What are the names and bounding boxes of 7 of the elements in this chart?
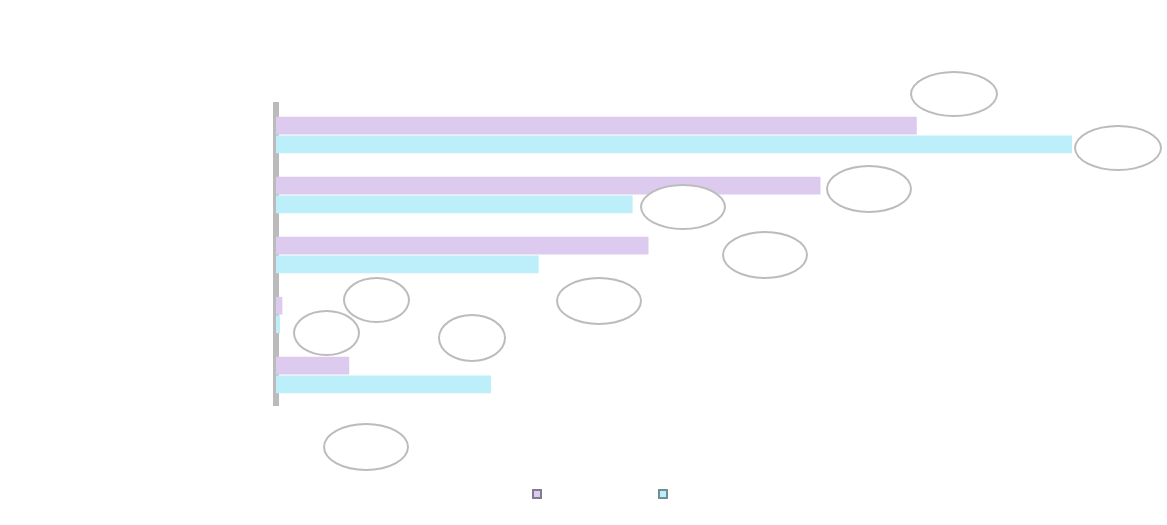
bar: [276, 255, 539, 274]
bar: [276, 195, 633, 214]
bar: [276, 116, 917, 135]
bar: [276, 315, 280, 334]
bar: [276, 296, 283, 315]
bar: [276, 236, 649, 255]
bar: [276, 375, 491, 394]
